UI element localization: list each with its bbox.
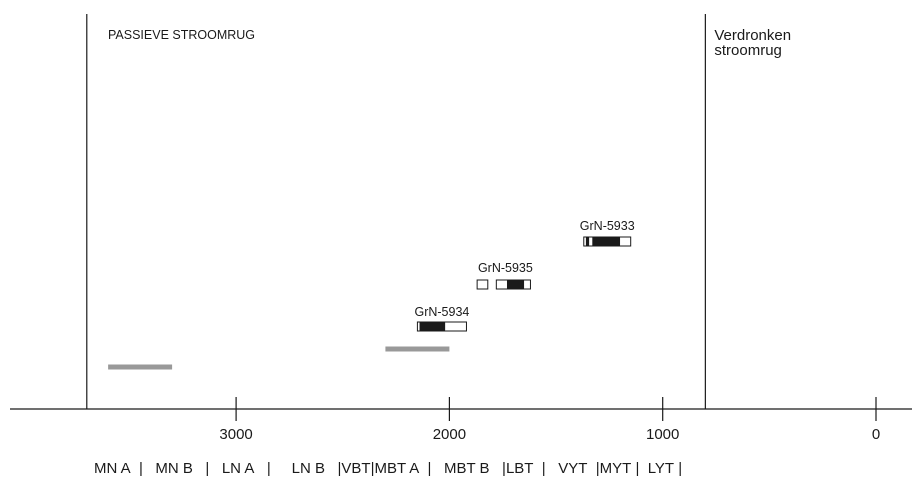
period-separator: | <box>325 460 341 477</box>
period-label: MYT <box>600 460 632 477</box>
period-separator: | <box>631 460 647 477</box>
sample-label: GrN-5933 <box>580 219 635 233</box>
phase-label: Verdronken stroomrug <box>714 27 791 59</box>
phase-group: PASSIEVE STROOMRUG Verdronken stroomrug <box>86 14 791 409</box>
period-separator: | <box>490 460 506 477</box>
period-separator: | <box>254 460 291 477</box>
period-label: LN A <box>222 460 255 477</box>
period-separator: | <box>131 460 156 477</box>
period-label: MN A <box>94 460 131 477</box>
sample-1sigma-bar <box>506 280 525 289</box>
sample-group: GrN-5933 GrN-5935 GrN-5934 <box>414 219 635 332</box>
gray-range-group <box>108 346 450 370</box>
period-label: VYT <box>558 460 587 477</box>
phase-label: PASSIEVE STROOMRUG <box>108 28 255 42</box>
period-labels: MN A | MN B | LN A | LN B |VBT|MBT A | M… <box>94 460 682 477</box>
x-tick-label: 1000 <box>646 426 679 443</box>
period-label: LBT <box>506 460 534 477</box>
period-label: LYT <box>648 460 674 477</box>
period-label: LN B <box>292 460 325 477</box>
period-label: MN B <box>155 460 193 477</box>
period-separator: | <box>193 460 222 477</box>
period-separator: | <box>533 460 558 477</box>
period-separator: | <box>371 460 375 477</box>
x-tick-label: 2000 <box>433 426 466 443</box>
x-tick-label: 0 <box>872 426 880 443</box>
x-axis: 3000 2000 1000 0 <box>10 397 912 443</box>
sample-1sigma-bar <box>585 237 590 246</box>
sample-label: GrN-5935 <box>478 261 533 275</box>
sample-2sigma-box <box>476 279 489 290</box>
period-separator: | <box>419 460 444 477</box>
gray-range-bar <box>385 346 450 352</box>
sample-1sigma-bar <box>419 322 446 331</box>
phase-label-line: Verdronken <box>714 27 791 44</box>
period-row: MN A | MN B | LN A | LN B |VBT|MBT A | M… <box>94 460 682 477</box>
period-separator: | <box>587 460 599 477</box>
period-label: VBT <box>341 460 370 477</box>
period-label: MBT B <box>444 460 490 477</box>
gray-range-bar <box>108 364 173 370</box>
sample-label: GrN-5934 <box>414 305 469 319</box>
period-separator: | <box>674 460 682 477</box>
sample-1sigma-bar <box>592 237 621 246</box>
x-tick-label: 3000 <box>219 426 252 443</box>
phase-label-line: stroomrug <box>714 42 782 59</box>
period-label: MBT A <box>374 460 419 477</box>
